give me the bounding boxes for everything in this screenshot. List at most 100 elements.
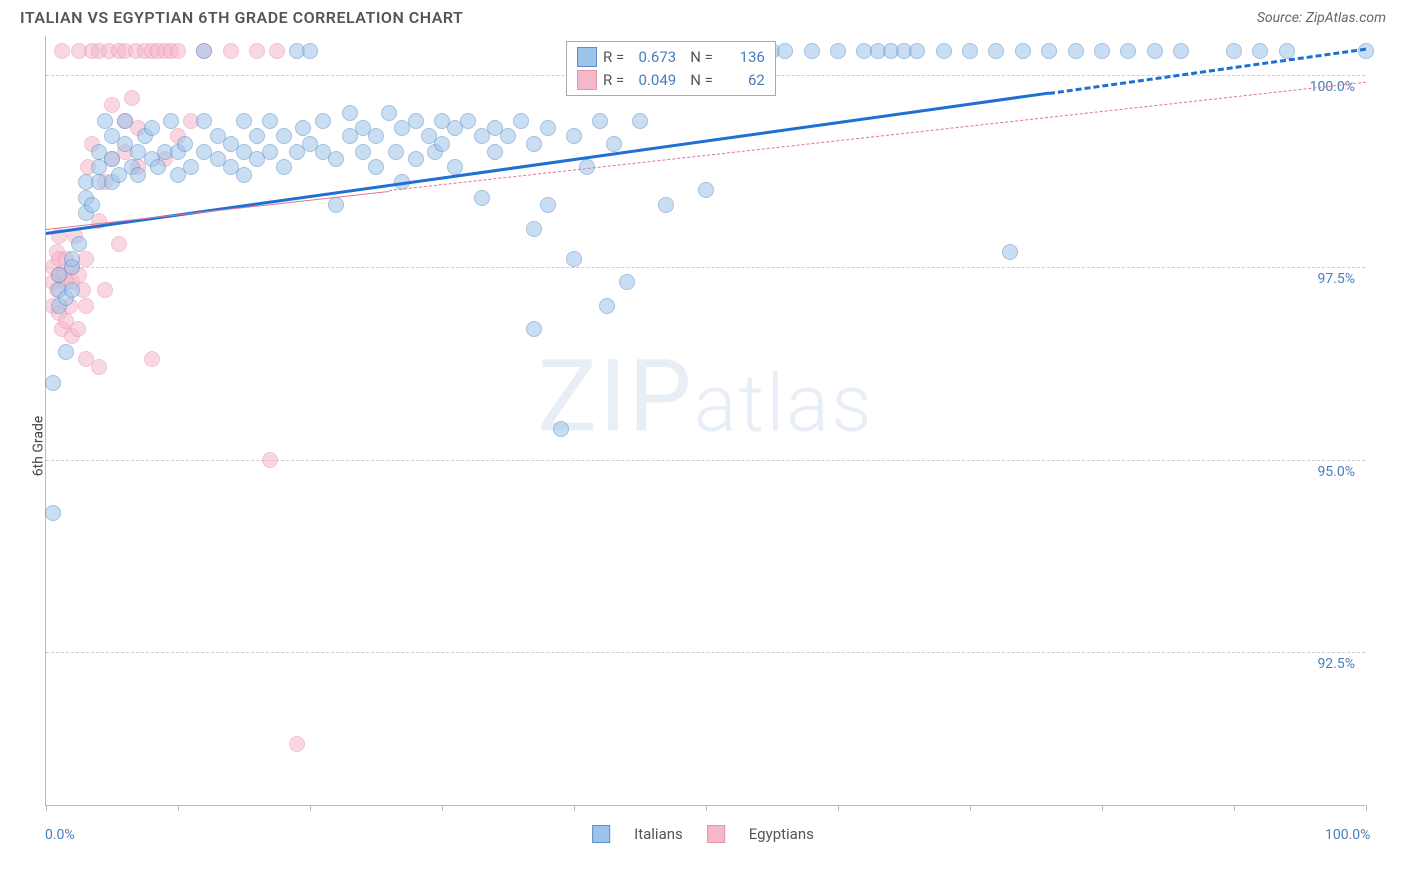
scatter-point <box>698 182 714 198</box>
scatter-point <box>1147 43 1163 59</box>
scatter-point <box>526 136 542 152</box>
scatter-point <box>223 43 239 59</box>
scatter-point <box>84 197 100 213</box>
header: ITALIAN VS EGYPTIAN 6TH GRADE CORRELATIO… <box>0 0 1406 31</box>
scatter-point <box>936 43 952 59</box>
scatter-point <box>804 43 820 59</box>
scatter-point <box>196 113 212 129</box>
x-tick <box>1366 805 1367 811</box>
x-tick <box>178 805 179 811</box>
scatter-point <box>58 344 74 360</box>
scatter-point <box>368 159 384 175</box>
scatter-point <box>70 321 86 337</box>
scatter-point <box>500 128 516 144</box>
stat-n-label: N = <box>690 69 713 92</box>
scatter-point <box>526 221 542 237</box>
scatter-point <box>909 43 925 59</box>
scatter-point <box>124 90 140 106</box>
scatter-point <box>606 136 622 152</box>
scatter-point <box>342 105 358 121</box>
x-tick <box>1234 805 1235 811</box>
stats-legend: R =0.673N =136R =0.049N =62 <box>566 41 776 96</box>
scatter-point <box>1068 43 1084 59</box>
scatter-point <box>54 43 70 59</box>
chart-title: ITALIAN VS EGYPTIAN 6TH GRADE CORRELATIO… <box>20 8 463 27</box>
scatter-point <box>97 113 113 129</box>
scatter-point <box>45 505 61 521</box>
scatter-point <box>408 113 424 129</box>
scatter-point <box>236 167 252 183</box>
scatter-point <box>474 190 490 206</box>
gridline <box>46 267 1365 268</box>
scatter-point <box>91 359 107 375</box>
y-tick-label: 92.5% <box>1317 656 1355 672</box>
scatter-point <box>592 113 608 129</box>
scatter-point <box>540 197 556 213</box>
bottom-legend: Italians Egyptians <box>592 825 814 843</box>
x-tick-label: 100.0% <box>1325 827 1370 843</box>
scatter-point <box>1173 43 1189 59</box>
chart-container: 6th Grade ZIPatlas 92.5%95.0%97.5%100.0%… <box>0 31 1406 861</box>
scatter-point <box>1015 43 1031 59</box>
scatter-point <box>144 120 160 136</box>
x-tick <box>574 805 575 811</box>
stat-r-value: 0.049 <box>630 69 676 92</box>
watermark: ZIPatlas <box>537 339 873 456</box>
scatter-point <box>830 43 846 59</box>
scatter-point <box>150 159 166 175</box>
scatter-point <box>249 43 265 59</box>
scatter-point <box>355 144 371 160</box>
scatter-point <box>262 113 278 129</box>
scatter-point <box>460 113 476 129</box>
scatter-point <box>1226 43 1242 59</box>
scatter-point <box>988 43 1004 59</box>
scatter-point <box>262 452 278 468</box>
y-tick-label: 97.5% <box>1317 271 1355 287</box>
scatter-point <box>64 282 80 298</box>
x-tick <box>442 805 443 811</box>
stat-r-label: R = <box>603 69 624 92</box>
scatter-point <box>183 159 199 175</box>
scatter-point <box>1120 43 1136 59</box>
source-label: Source: ZipAtlas.com <box>1257 10 1386 26</box>
legend-label: Italians <box>634 825 683 843</box>
scatter-point <box>388 144 404 160</box>
scatter-point <box>302 43 318 59</box>
scatter-point <box>196 43 212 59</box>
scatter-point <box>117 113 133 129</box>
scatter-point <box>368 128 384 144</box>
scatter-point <box>97 282 113 298</box>
legend-label: Egyptians <box>749 825 814 843</box>
plot-area: ZIPatlas 92.5%95.0%97.5%100.0%R =0.673N … <box>45 36 1365 806</box>
scatter-point <box>170 43 186 59</box>
scatter-point <box>381 105 397 121</box>
legend-swatch <box>577 47 597 67</box>
gridline <box>46 460 1365 461</box>
scatter-point <box>632 113 648 129</box>
scatter-point <box>236 113 252 129</box>
gridline <box>46 652 1365 653</box>
scatter-point <box>104 97 120 113</box>
scatter-point <box>1002 244 1018 260</box>
y-axis-label: 6th Grade <box>30 416 46 477</box>
x-tick <box>838 805 839 811</box>
scatter-point <box>276 128 292 144</box>
scatter-point <box>269 43 285 59</box>
scatter-point <box>328 197 344 213</box>
scatter-point <box>513 113 529 129</box>
scatter-point <box>599 298 615 314</box>
legend-swatch <box>592 825 610 843</box>
scatter-point <box>434 136 450 152</box>
x-tick <box>46 805 47 811</box>
scatter-point <box>566 128 582 144</box>
x-tick-label: 0.0% <box>45 827 75 843</box>
scatter-point <box>526 321 542 337</box>
stat-n-label: N = <box>690 46 713 69</box>
legend-row: R =0.049N =62 <box>577 69 765 92</box>
legend-row: R =0.673N =136 <box>577 46 765 69</box>
stat-n-value: 136 <box>719 46 765 69</box>
scatter-point <box>328 151 344 167</box>
scatter-point <box>177 136 193 152</box>
scatter-point <box>276 159 292 175</box>
x-tick <box>970 805 971 811</box>
